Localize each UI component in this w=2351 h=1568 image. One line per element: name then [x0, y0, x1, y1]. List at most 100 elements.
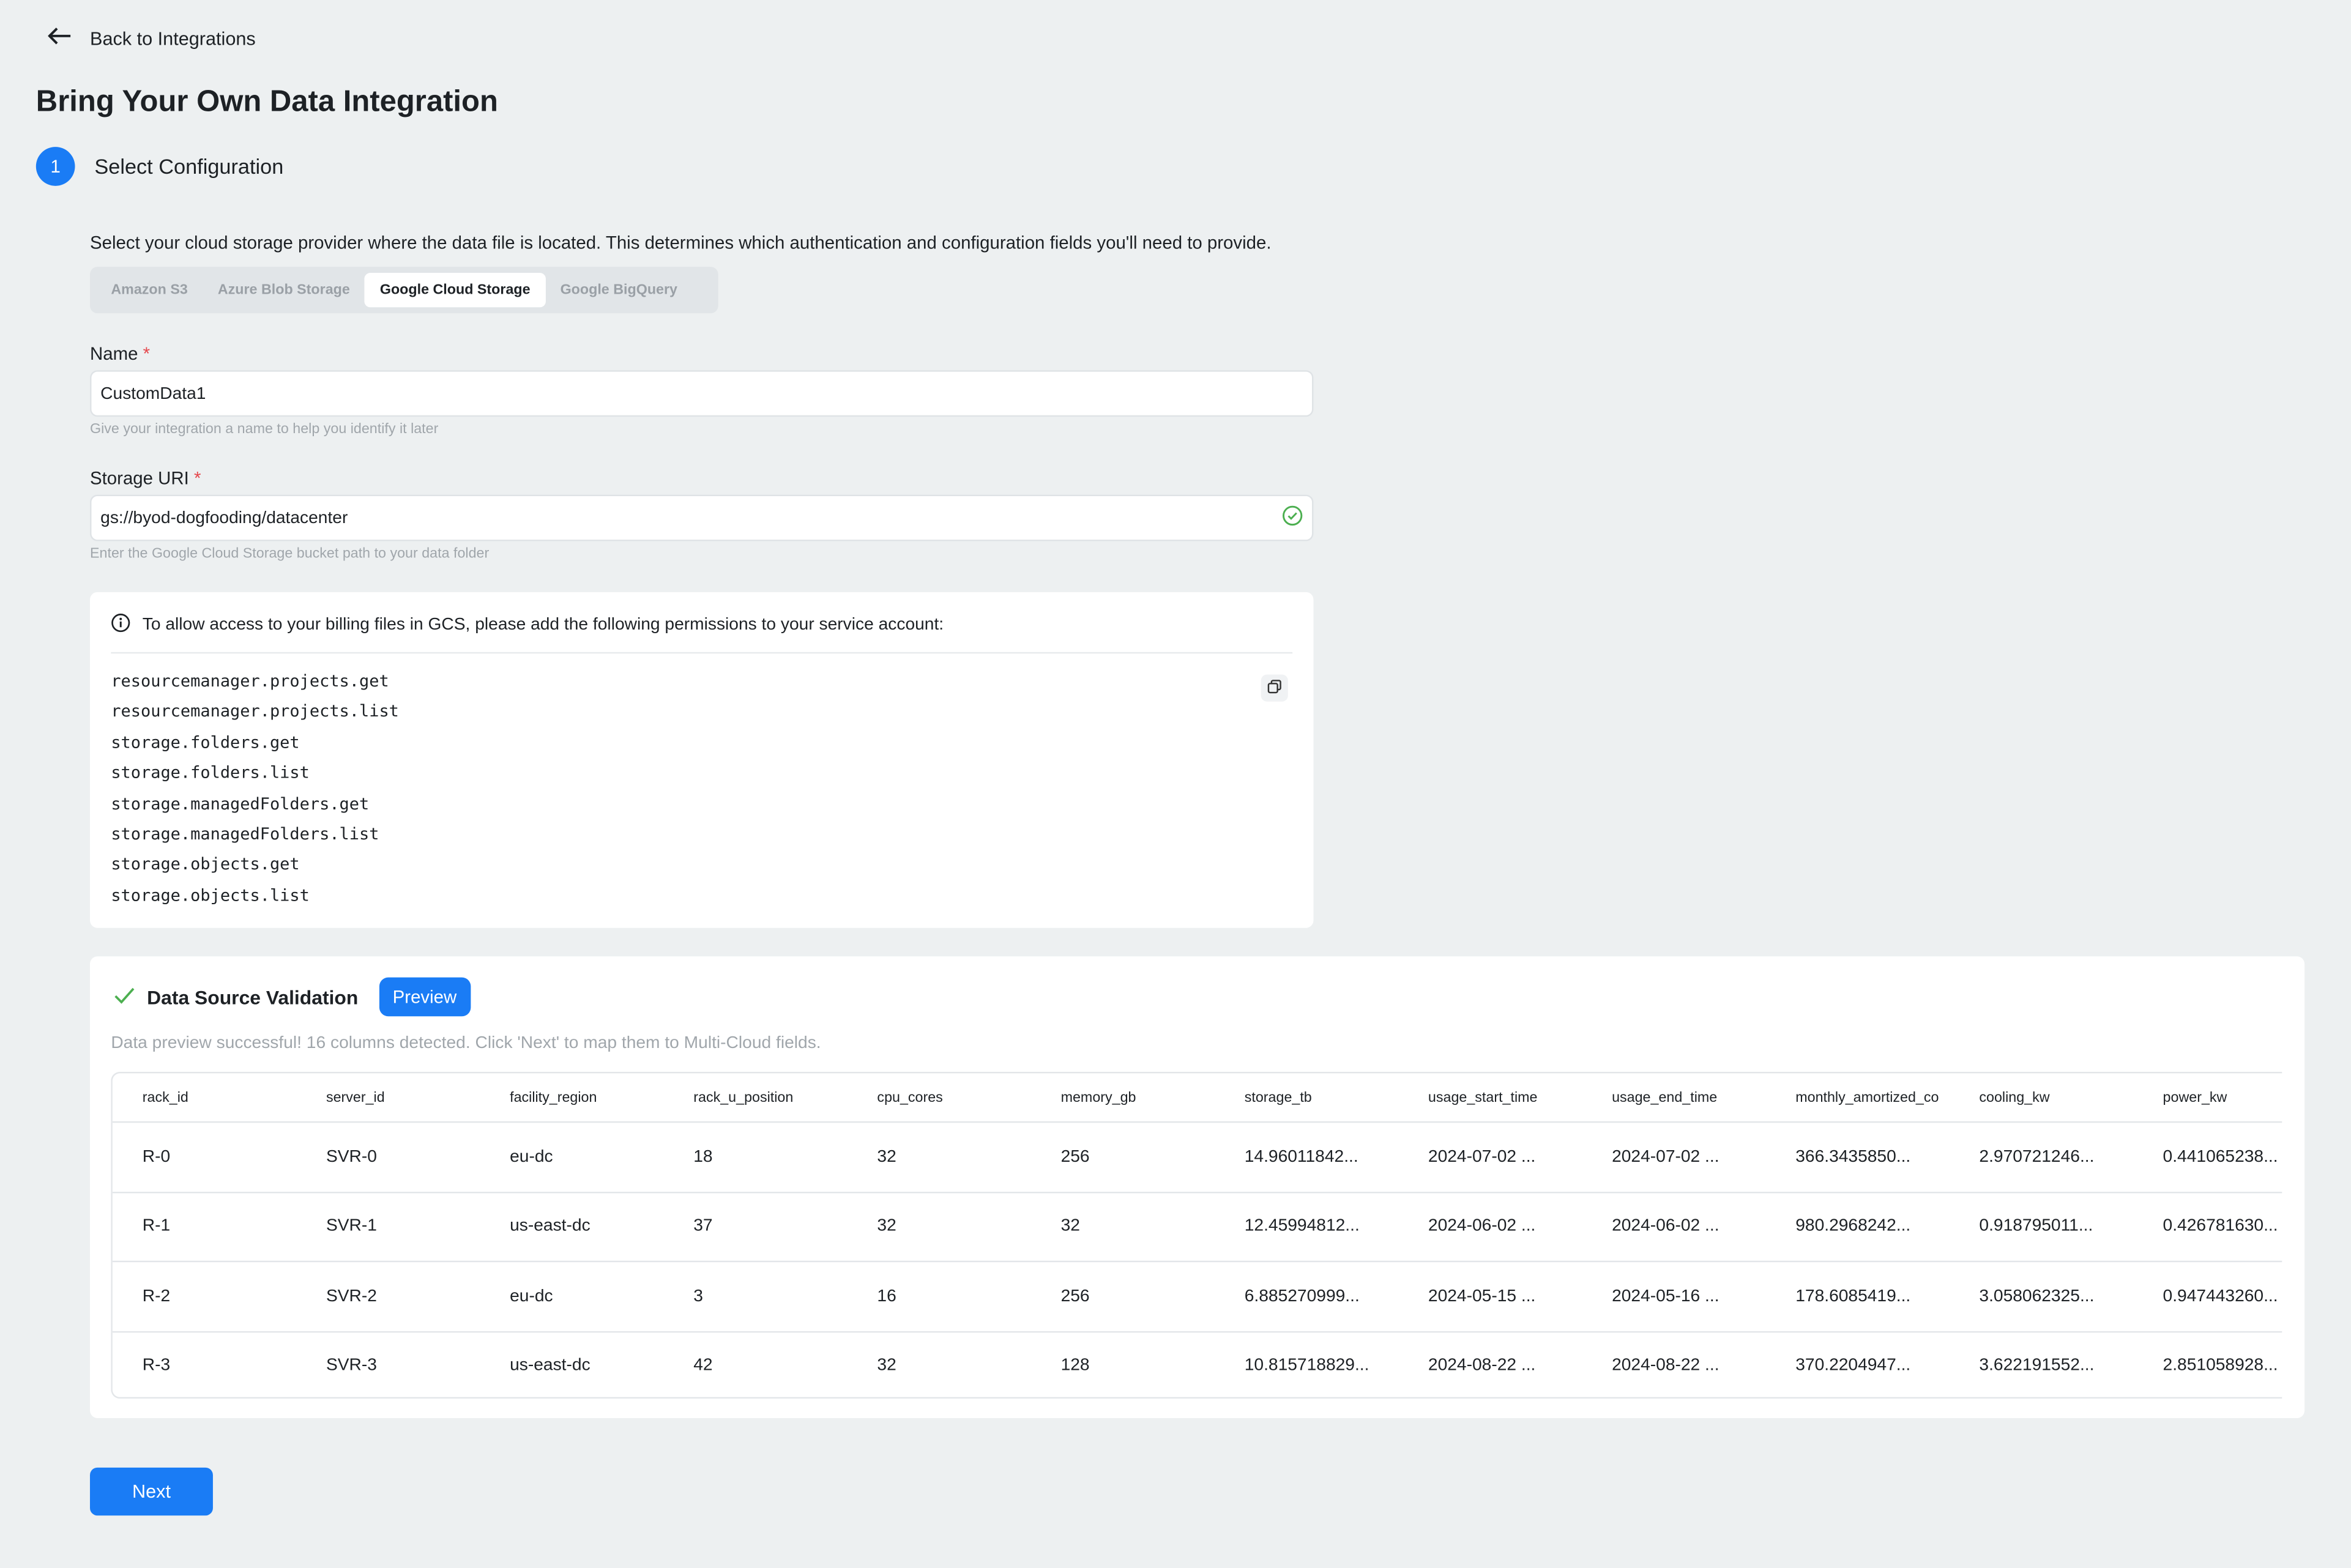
table-cell: 37 [693, 1217, 713, 1236]
next-button[interactable]: Next [90, 1467, 213, 1516]
validation-header: Data Source Validation Preview [114, 977, 471, 1017]
name-label-text: Name [90, 343, 138, 365]
permission-item: storage.objects.get [111, 855, 300, 875]
table-cell: SVR-2 [326, 1287, 377, 1306]
table-row: R-2 SVR-2 eu-dc 3 16 256 6.885270999... 2024-05… [112, 1260, 2282, 1331]
table-cell: eu-dc [510, 1287, 553, 1306]
table-cell: 128 [1060, 1357, 1090, 1375]
table-cell: 3.622191552... [1979, 1357, 2095, 1375]
table-cell: 980.2968242... [1795, 1217, 1911, 1236]
tab-google-cloud-storage[interactable]: Google Cloud Storage [365, 272, 546, 308]
column-header: storage_tb [1244, 1089, 1312, 1106]
table-cell: 2024-06-02 ... [1428, 1217, 1536, 1236]
table-cell: 10.815718829... [1244, 1357, 1369, 1375]
storage-uri-label-text: Storage URI [90, 467, 189, 489]
table-cell: 2024-08-22 ... [1612, 1357, 1719, 1375]
table-cell: SVR-0 [326, 1148, 377, 1166]
permissions-header: To allow access to your billing files in… [111, 613, 944, 637]
back-label: Back to Integrations [90, 28, 256, 49]
check-icon [114, 986, 135, 1008]
required-marker: * [143, 343, 151, 365]
permissions-list: resourcemanager.projects.get resourceman… [111, 667, 399, 912]
table-cell: 370.2204947... [1795, 1357, 1911, 1375]
table-cell: 2.851058928... [2163, 1357, 2278, 1375]
table-cell: 2024-05-15 ... [1428, 1287, 1536, 1306]
table-cell: 2024-07-02 ... [1612, 1148, 1719, 1166]
table-cell: 0.441065238... [2163, 1148, 2278, 1166]
tab-amazon-s3[interactable]: Amazon S3 [111, 281, 188, 299]
name-input[interactable]: CustomData1 [90, 370, 1314, 417]
table-cell: 16 [877, 1287, 896, 1306]
step-number: 1 [35, 147, 75, 186]
info-icon [111, 613, 130, 637]
name-help: Give your integration a name to help you… [90, 421, 439, 438]
page-title: Bring Your Own Data Integration [35, 85, 498, 119]
column-header: monthly_amortized_co [1795, 1089, 1939, 1106]
storage-uri-input[interactable]: gs://byod-dogfooding/datacenter [90, 494, 1314, 541]
tab-azure-blob-storage[interactable]: Azure Blob Storage [217, 281, 350, 299]
table-cell: 14.96011842... [1244, 1148, 1358, 1166]
preview-table: rack_id server_id facility_region rack_u_po… [111, 1071, 2282, 1399]
table-cell: 18 [693, 1148, 713, 1166]
table-row: R-1 SVR-1 us-east-dc 37 32 32 12.45994812... 20… [112, 1191, 2282, 1261]
table-cell: R-1 [142, 1217, 171, 1236]
column-header: usage_start_time [1428, 1089, 1538, 1106]
step-indicator: 1 Select Configuration [35, 147, 284, 186]
validation-message: Data preview successful! 16 columns dete… [111, 1034, 821, 1053]
permission-item: resourcemanager.projects.get [111, 671, 389, 691]
storage-uri-help: Enter the Google Cloud Storage bucket pa… [90, 545, 490, 562]
table-cell: 32 [877, 1148, 896, 1166]
storage-uri-value: gs://byod-dogfooding/datacenter [100, 508, 348, 527]
table-cell: 256 [1060, 1287, 1090, 1306]
step-label: Select Configuration [94, 154, 284, 179]
required-marker: * [194, 467, 201, 489]
table-cell: 3 [693, 1287, 703, 1306]
arrow-left-icon [48, 27, 72, 50]
tab-google-bigquery[interactable]: Google BigQuery [560, 281, 677, 299]
name-value: CustomData1 [100, 384, 206, 403]
permissions-box: To allow access to your billing files in… [90, 592, 1314, 928]
table-cell: 2024-07-02 ... [1428, 1148, 1536, 1166]
storage-uri-label: Storage URI * [90, 467, 201, 488]
table-cell: 32 [877, 1357, 896, 1375]
permissions-header-text: To allow access to your billing files in… [142, 616, 944, 634]
table-cell: R-0 [142, 1148, 171, 1166]
check-circle-icon [1282, 505, 1303, 531]
divider [111, 652, 1293, 654]
table-cell: 2024-06-02 ... [1612, 1217, 1719, 1236]
table-cell: 0.947443260... [2163, 1287, 2278, 1306]
table-row: R-3 SVR-3 us-east-dc 42 32 128 10.815718829...… [112, 1330, 2282, 1397]
column-header: rack_u_position [693, 1089, 794, 1106]
permission-item: storage.managedFolders.list [111, 824, 379, 844]
copy-icon [1267, 675, 1283, 702]
column-header: power_kw [2163, 1089, 2227, 1106]
validation-title: Data Source Validation [147, 986, 359, 1008]
column-header: usage_end_time [1612, 1089, 1718, 1106]
table-cell: us-east-dc [510, 1357, 591, 1375]
table-cell: eu-dc [510, 1148, 553, 1166]
table-cell: R-2 [142, 1287, 171, 1306]
permission-item: storage.objects.list [111, 885, 310, 905]
table-cell: 366.3435850... [1795, 1148, 1911, 1166]
name-label: Name * [90, 343, 150, 364]
provider-description: Select your cloud storage provider where… [90, 232, 1272, 254]
table-cell: 256 [1060, 1148, 1090, 1166]
table-row: R-0 SVR-0 eu-dc 18 32 256 14.96011842... 2024-0… [112, 1121, 2282, 1191]
table-cell: SVR-1 [326, 1217, 377, 1236]
table-cell: 2024-05-16 ... [1612, 1287, 1719, 1306]
table-cell: 2024-08-22 ... [1428, 1357, 1536, 1375]
column-header: rack_id [142, 1089, 188, 1106]
table-cell: 32 [877, 1217, 896, 1236]
table-cell: 12.45994812... [1244, 1217, 1360, 1236]
provider-tabs: Amazon S3 Azure Blob Storage Google Clou… [90, 267, 718, 314]
table-header-row: rack_id server_id facility_region rack_u_po… [113, 1073, 2282, 1121]
permission-item: storage.folders.list [111, 763, 310, 783]
permission-item: resourcemanager.projects.list [111, 702, 399, 722]
preview-button[interactable]: Preview [379, 977, 471, 1017]
table-cell: 2.970721246... [1979, 1148, 2095, 1166]
column-header: server_id [326, 1089, 385, 1106]
copy-button[interactable] [1261, 674, 1288, 702]
column-header: cooling_kw [1979, 1089, 2050, 1106]
table-cell: 42 [693, 1357, 713, 1375]
back-link[interactable]: Back to Integrations [48, 27, 256, 50]
